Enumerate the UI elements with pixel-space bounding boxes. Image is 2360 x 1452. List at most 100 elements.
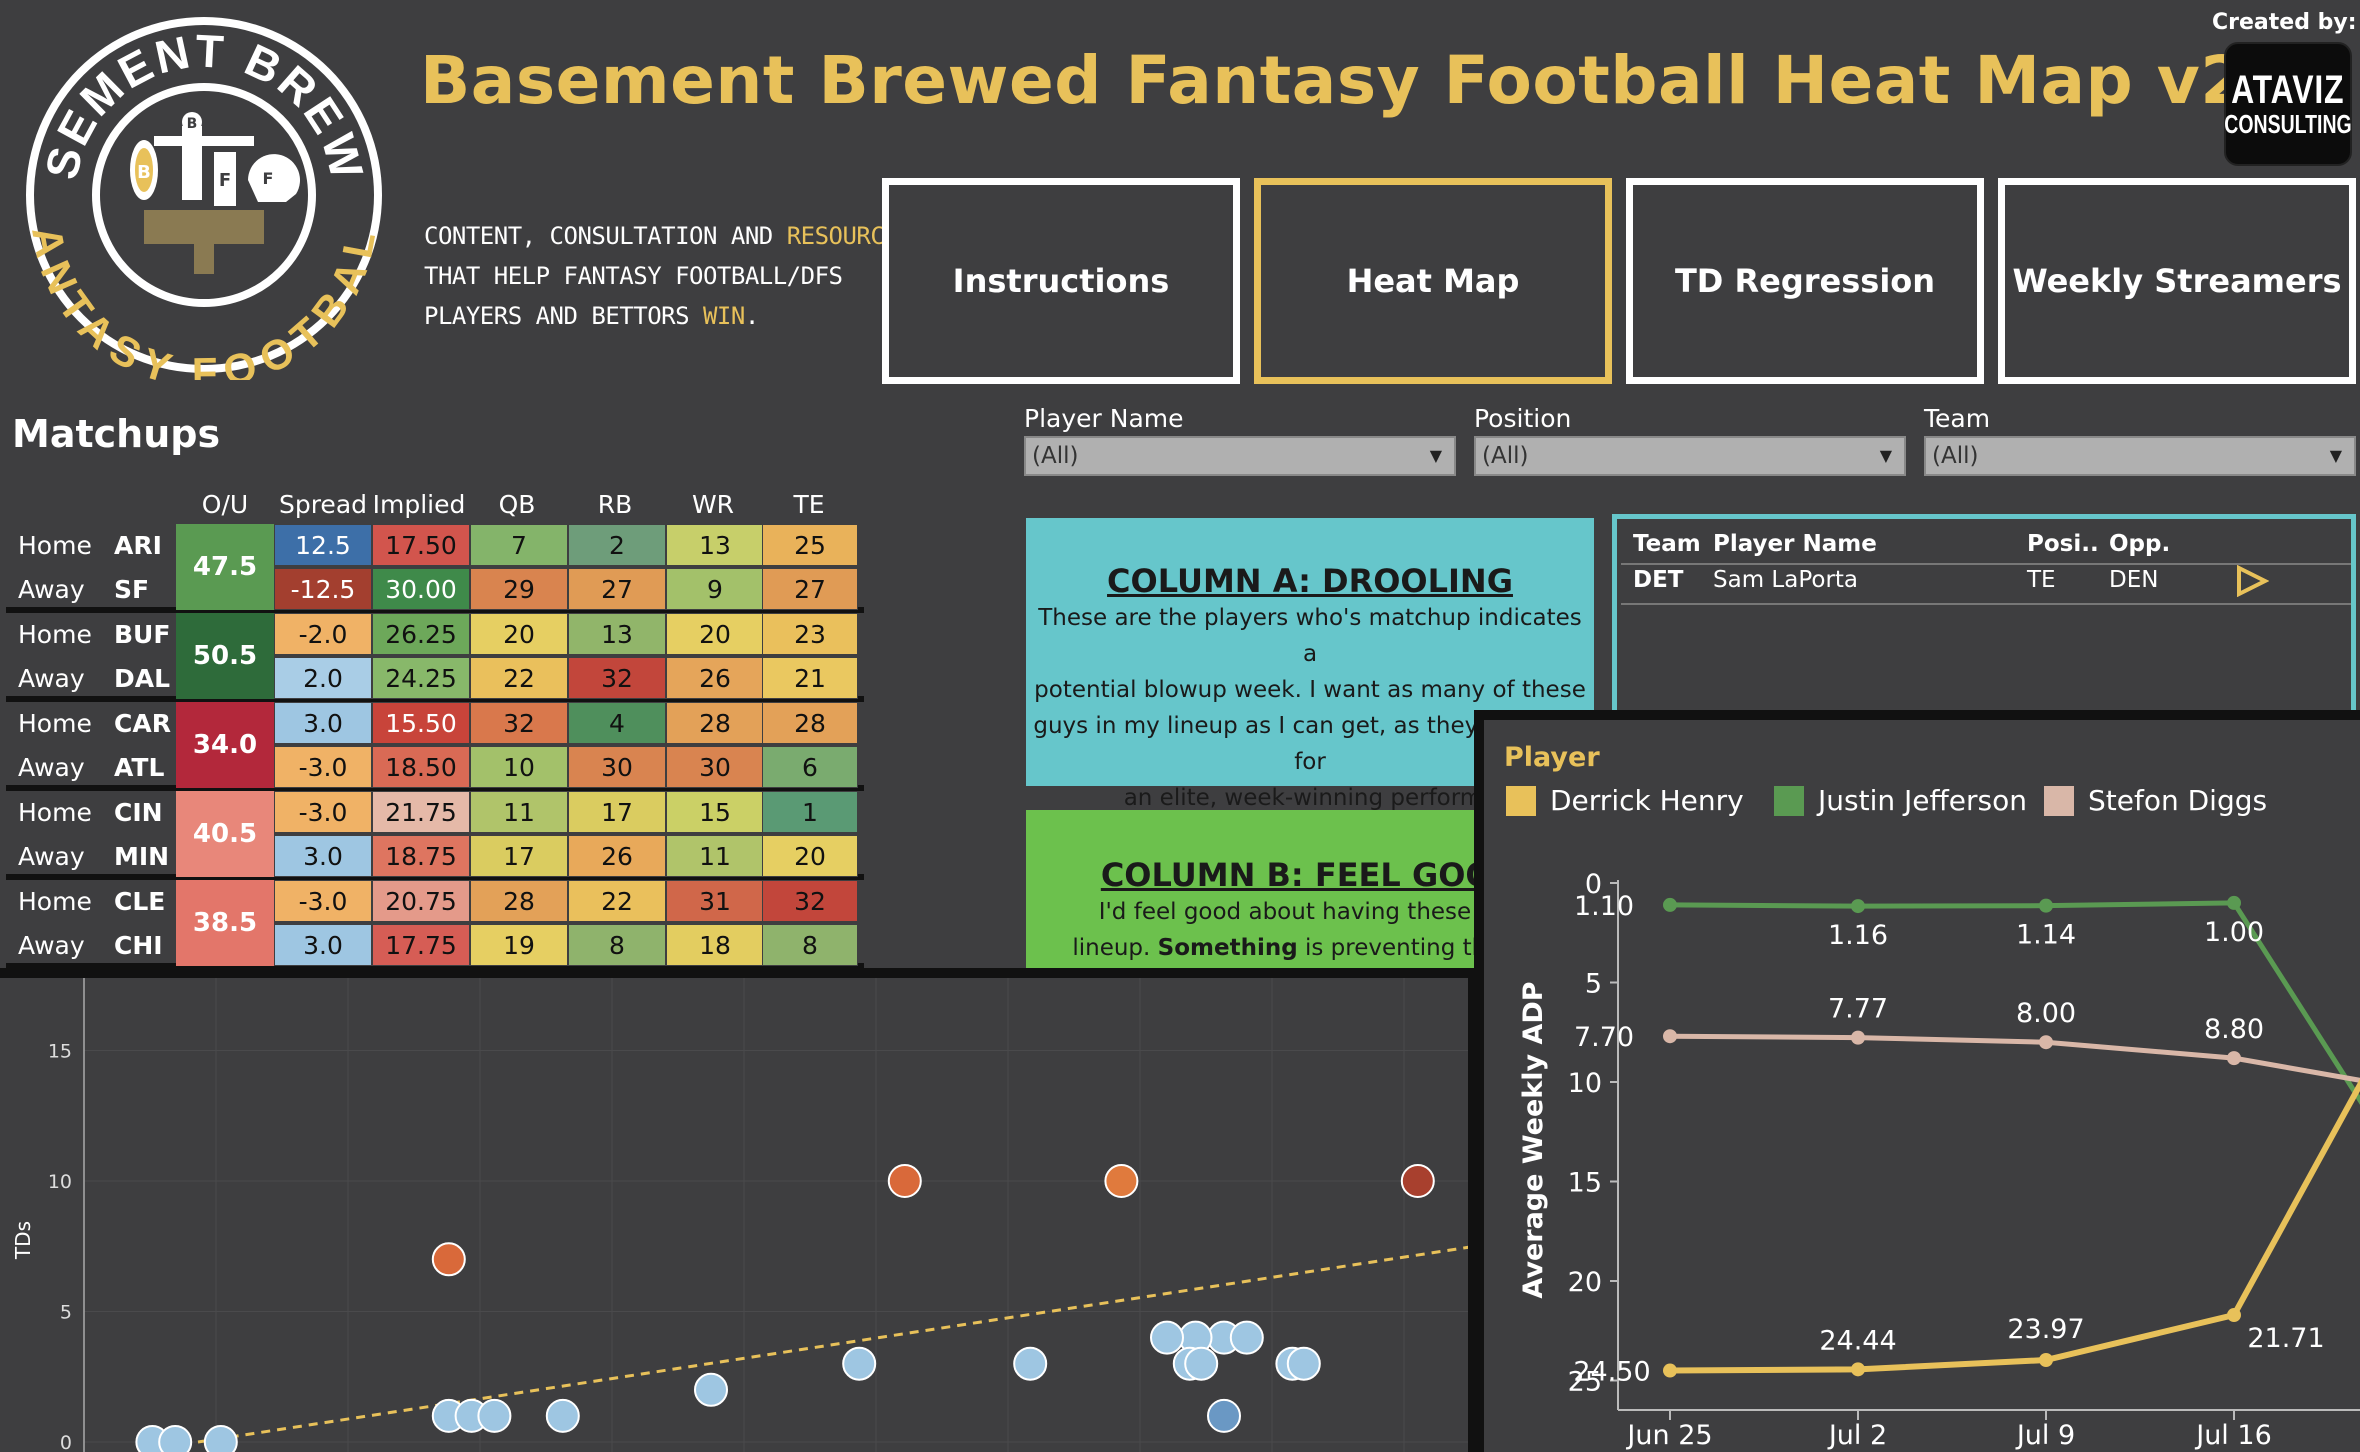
- implied-cell[interactable]: 18.75: [372, 835, 470, 877]
- wr-cell[interactable]: 20: [666, 613, 764, 655]
- spread-cell[interactable]: 3.0: [274, 702, 372, 744]
- th-opponent: Opp.: [2109, 531, 2171, 557]
- series-line: [1669, 1033, 2360, 1083]
- wr-cell[interactable]: 11: [666, 835, 764, 877]
- nav-weekly-streamers-button[interactable]: Weekly Streamers: [1998, 178, 2356, 384]
- scatter-point: [842, 1346, 877, 1381]
- th-team: Team: [1633, 531, 1701, 557]
- matchup-row: Away SF -12.5 30.00 29 27 9 27: [6, 568, 864, 612]
- rb-cell[interactable]: 27: [568, 568, 666, 610]
- spread-cell[interactable]: -3.0: [274, 880, 372, 922]
- wr-cell[interactable]: 28: [666, 702, 764, 744]
- te-cell[interactable]: 27: [762, 568, 858, 610]
- te-cell[interactable]: 20: [762, 835, 858, 877]
- te-cell[interactable]: 8: [762, 924, 858, 966]
- y-tick-label: 10: [48, 1171, 72, 1193]
- rb-cell[interactable]: 17: [568, 791, 666, 833]
- series-point: [2039, 898, 2053, 913]
- implied-cell[interactable]: 26.25: [372, 613, 470, 655]
- rb-cell[interactable]: 13: [568, 613, 666, 655]
- home-away-label: Away: [18, 842, 85, 871]
- te-cell[interactable]: 28: [762, 702, 858, 744]
- implied-cell[interactable]: 24.25: [372, 657, 470, 699]
- wr-cell[interactable]: 31: [666, 880, 764, 922]
- filter-team-select[interactable]: (All) ▼: [1924, 436, 2356, 476]
- rb-cell[interactable]: 22: [568, 880, 666, 922]
- implied-cell[interactable]: 17.50: [372, 524, 470, 566]
- col-spread-header: Spread: [278, 490, 368, 519]
- x-tick-label: Jul 9: [2015, 1420, 2075, 1451]
- ou-cell: 50.5: [176, 613, 274, 699]
- qb-cell[interactable]: 32: [470, 702, 568, 744]
- th-position: Posi..: [2027, 531, 2099, 557]
- column-a-line: an elite, week-winning performa: [1123, 785, 1497, 811]
- rb-cell[interactable]: 8: [568, 924, 666, 966]
- row-player[interactable]: Sam LaPorta: [1713, 567, 1859, 593]
- qb-cell[interactable]: 29: [470, 568, 568, 610]
- nav-heat-map-button[interactable]: Heat Map: [1254, 178, 1612, 384]
- data-label: 24.50: [1573, 1357, 1650, 1388]
- spread-cell[interactable]: 3.0: [274, 835, 372, 877]
- qb-cell[interactable]: 11: [470, 791, 568, 833]
- implied-cell[interactable]: 17.75: [372, 924, 470, 966]
- implied-cell[interactable]: 18.50: [372, 746, 470, 788]
- data-label: 8.80: [2204, 1014, 2264, 1045]
- te-cell[interactable]: 21: [762, 657, 858, 699]
- matchup-game: 34.0 Home CAR 3.0 15.50 32 4 28 28 Away ATL -3.0 18.…: [6, 702, 864, 791]
- spread-cell[interactable]: 3.0: [274, 924, 372, 966]
- te-cell[interactable]: 6: [762, 746, 858, 788]
- dropdown-arrow-icon: ▼: [1879, 446, 1892, 465]
- scatter-point: [694, 1372, 728, 1407]
- filter-position-select[interactable]: (All) ▼: [1474, 436, 1906, 476]
- qb-cell[interactable]: 19: [470, 924, 568, 966]
- home-away-label: Home: [18, 887, 92, 916]
- nav-instructions-button[interactable]: Instructions: [882, 178, 1240, 384]
- wr-cell[interactable]: 9: [666, 568, 764, 610]
- rb-cell[interactable]: 2: [568, 524, 666, 566]
- spread-cell[interactable]: -12.5: [274, 568, 372, 610]
- play-icon[interactable]: [2235, 565, 2269, 597]
- legend-stefon-diggs[interactable]: Stefon Diggs: [2044, 784, 2267, 817]
- spread-cell[interactable]: 12.5: [274, 524, 372, 566]
- legend-derrick-henry[interactable]: Derrick Henry: [1506, 784, 1744, 817]
- qb-cell[interactable]: 17: [470, 835, 568, 877]
- te-cell[interactable]: 25: [762, 524, 858, 566]
- series-point: [1663, 1029, 1677, 1044]
- team-label: BUF: [114, 620, 171, 649]
- wr-cell[interactable]: 26: [666, 657, 764, 699]
- te-cell[interactable]: 1: [762, 791, 858, 833]
- legend-justin-jefferson[interactable]: Justin Jefferson: [1774, 784, 2027, 817]
- spread-cell[interactable]: -2.0: [274, 613, 372, 655]
- implied-cell[interactable]: 30.00: [372, 568, 470, 610]
- implied-cell[interactable]: 21.75: [372, 791, 470, 833]
- implied-cell[interactable]: 20.75: [372, 880, 470, 922]
- wr-cell[interactable]: 18: [666, 924, 764, 966]
- wr-cell[interactable]: 30: [666, 746, 764, 788]
- spread-cell[interactable]: 2.0: [274, 657, 372, 699]
- ataviz-consulting-logo[interactable]: ATAVIZ CONSULTING: [2224, 42, 2352, 166]
- te-cell[interactable]: 32: [762, 880, 858, 922]
- rb-cell[interactable]: 32: [568, 657, 666, 699]
- spread-cell[interactable]: -3.0: [274, 746, 372, 788]
- team-label: DAL: [114, 664, 171, 693]
- rb-cell[interactable]: 26: [568, 835, 666, 877]
- scatter-point: [1229, 1320, 1264, 1355]
- nav-td-regression-button[interactable]: TD Regression: [1626, 178, 1984, 384]
- wr-cell[interactable]: 13: [666, 524, 764, 566]
- qb-cell[interactable]: 28: [470, 880, 568, 922]
- col-qb-header: QB: [498, 490, 536, 519]
- qb-cell[interactable]: 10: [470, 746, 568, 788]
- te-cell[interactable]: 23: [762, 613, 858, 655]
- implied-cell[interactable]: 15.50: [372, 702, 470, 744]
- filter-player-name-select[interactable]: (All) ▼: [1024, 436, 1456, 476]
- qb-cell[interactable]: 7: [470, 524, 568, 566]
- series-point: [2227, 1051, 2241, 1066]
- qb-cell[interactable]: 22: [470, 657, 568, 699]
- series-point: [1663, 897, 1677, 912]
- rb-cell[interactable]: 4: [568, 702, 666, 744]
- spread-cell[interactable]: -3.0: [274, 791, 372, 833]
- rb-cell[interactable]: 30: [568, 746, 666, 788]
- qb-cell[interactable]: 20: [470, 613, 568, 655]
- wr-cell[interactable]: 15: [666, 791, 764, 833]
- data-label: 7.77: [1828, 994, 1888, 1025]
